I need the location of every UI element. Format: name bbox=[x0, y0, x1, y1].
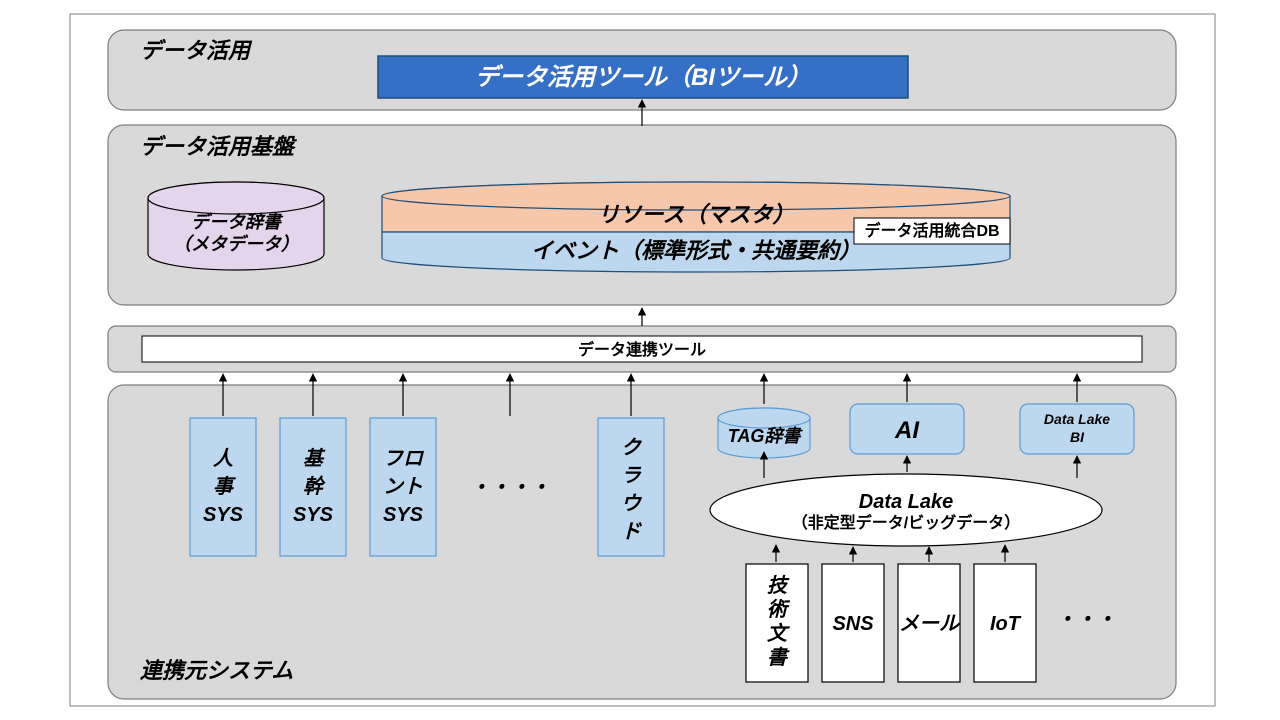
system-cloud-line-2: ラ bbox=[621, 465, 642, 487]
db-top-label: リソース（マスタ） bbox=[598, 202, 795, 227]
data-dictionary-label-2: （メタデータ） bbox=[173, 234, 299, 254]
system-front-line-1: フロ bbox=[383, 448, 425, 470]
system-hr-line-2: 事 bbox=[213, 475, 236, 498]
data-lake-bi-label-1: Data Lake bbox=[1044, 411, 1110, 427]
data-dictionary-label-1: データ辞書 bbox=[191, 212, 284, 232]
data-lake-bi-label-2: BI bbox=[1070, 429, 1085, 445]
system-cloud-line-4: ド bbox=[621, 521, 642, 543]
data-lake-sub: （非定型データ/ビッグデータ） bbox=[792, 513, 1020, 532]
section-title-platform: データ活用基盤 bbox=[140, 134, 297, 159]
section-title-utilize: データ活用 bbox=[140, 38, 253, 63]
system-core-line-1: 基 bbox=[303, 447, 326, 470]
source-tech-doc-c1: 技 bbox=[767, 574, 790, 597]
system-front-line-3: SYS bbox=[383, 504, 424, 526]
system-hr-line-1: 人 bbox=[213, 447, 234, 470]
tag-dictionary-label: TAG辞書 bbox=[728, 426, 804, 446]
db-note-label: データ活用統合DB bbox=[864, 221, 999, 240]
source-mail-label: メール bbox=[899, 613, 960, 635]
system-hr-line-3: SYS bbox=[203, 504, 244, 526]
system-cloud-line-1: ク bbox=[621, 437, 643, 459]
system-core-line-2: 幹 bbox=[303, 475, 326, 498]
system-dots: ・・・・ bbox=[470, 477, 550, 499]
system-core-line-3: SYS bbox=[293, 504, 334, 526]
architecture-diagram: データ活用データ活用基盤連携元システムデータ活用ツール（BIツール）データ辞書（… bbox=[0, 0, 1280, 720]
source-tech-doc-c3: 文 bbox=[767, 622, 790, 645]
source-tech-doc-c4: 書 bbox=[767, 646, 790, 669]
source-iot-label: IoT bbox=[990, 613, 1022, 635]
data-lake-title: Data Lake bbox=[859, 491, 954, 513]
db-bottom-label: イベント（標準形式・共通要約） bbox=[531, 238, 861, 263]
bi-tool-label: データ活用ツール（BIツール） bbox=[475, 63, 811, 91]
data-link-tool-label: データ連携ツール bbox=[578, 340, 706, 359]
system-cloud-line-3: ウ bbox=[621, 493, 643, 515]
system-front-line-2: ント bbox=[383, 476, 423, 498]
source-sns-label: SNS bbox=[832, 613, 874, 635]
source-dots: ・・・ bbox=[1056, 609, 1116, 631]
ai-label: AI bbox=[894, 417, 920, 444]
section-title-source: 連携元システム bbox=[140, 658, 293, 683]
